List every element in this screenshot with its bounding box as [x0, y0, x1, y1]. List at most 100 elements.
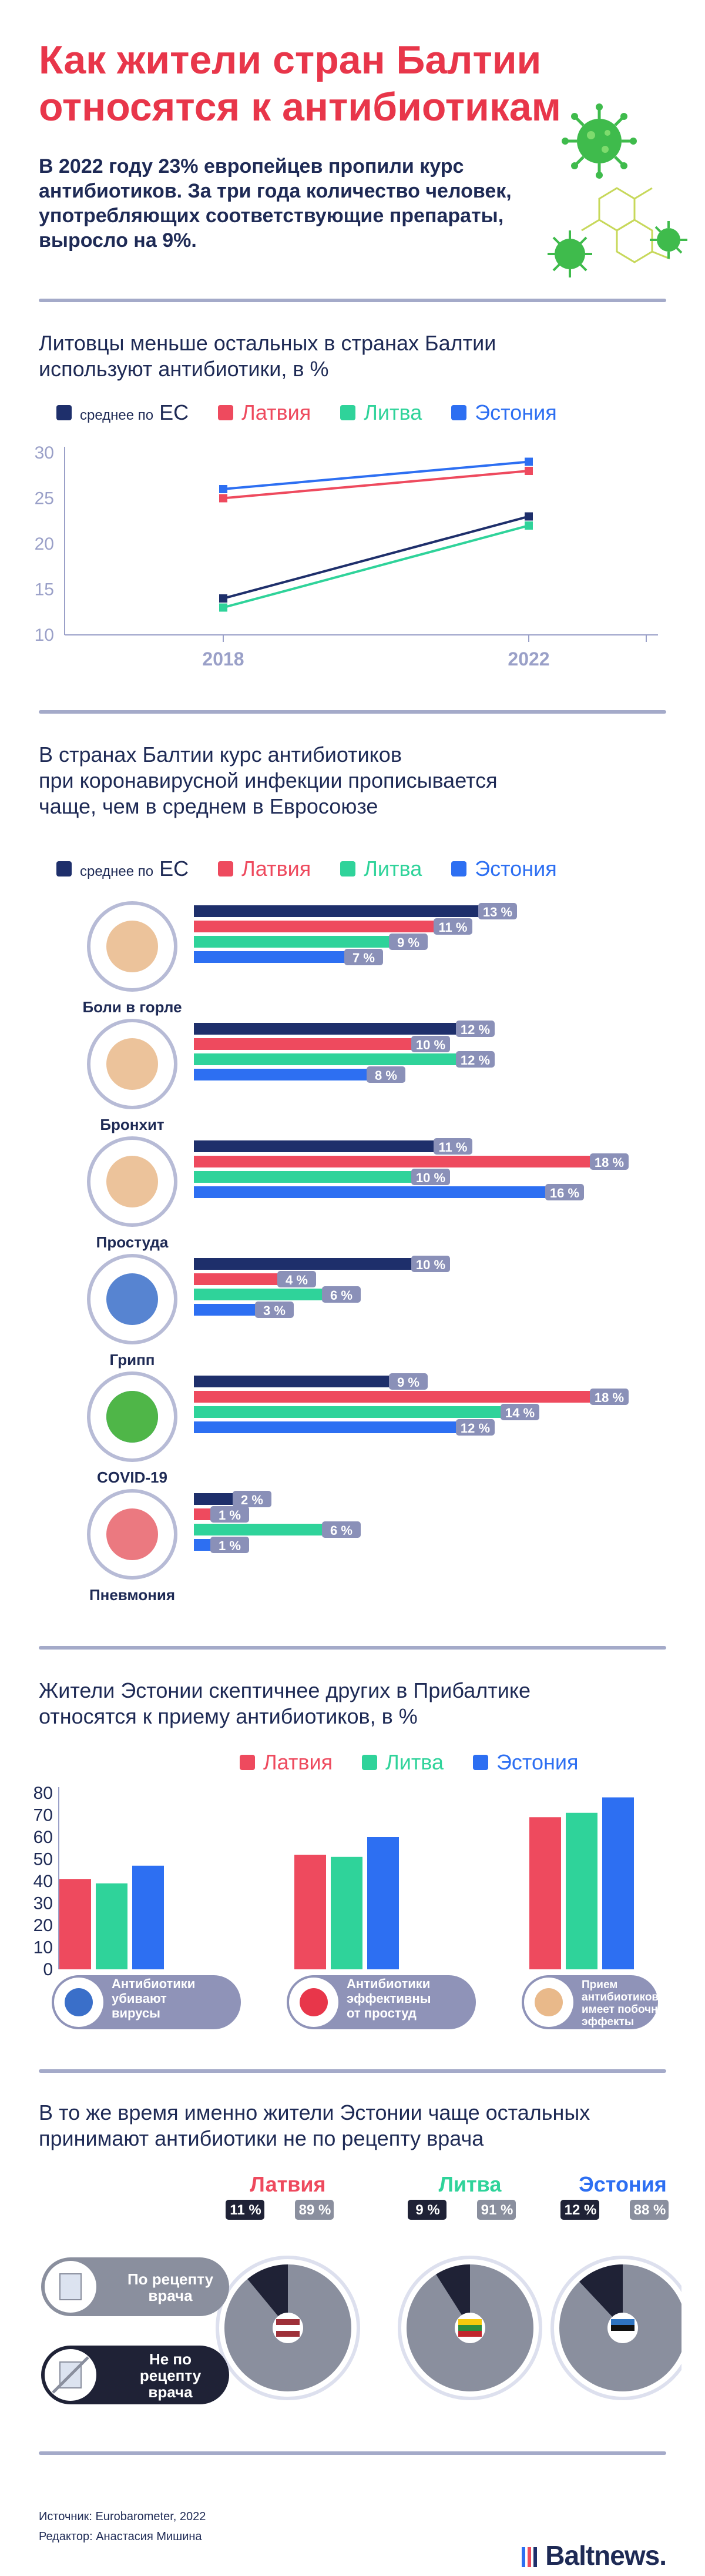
data-point: [525, 521, 533, 530]
legend2-item-lithuania: Литва: [340, 857, 422, 881]
value-label: 10 %: [416, 1257, 445, 1272]
y-tick-label: 10: [33, 1938, 53, 1958]
value-tag: [277, 1271, 316, 1287]
bar: [194, 1376, 395, 1387]
legend-item-estonia: Эстония: [451, 400, 557, 425]
pie-value-label: 91 %: [481, 2202, 513, 2218]
legend3-item-lithuania: Литва: [362, 1750, 444, 1775]
value-tag: [434, 1138, 472, 1155]
flag-stripe: [458, 2325, 482, 2331]
section1-title-line-1: Литовцы меньше остальных в странах Балти…: [39, 331, 496, 355]
value-tag: [210, 1537, 249, 1553]
line-chart-usage: 10 15 20 25 30 2018 2022: [35, 443, 658, 670]
value-label: 6 %: [330, 1523, 352, 1538]
section3-title: Жители Эстонии скептичнее других в Приба…: [39, 1678, 673, 1729]
section2-title: В странах Балтии курс антибиотиков при к…: [39, 742, 673, 819]
flag-stripe: [276, 2325, 300, 2331]
x-tick-label: 2022: [508, 648, 549, 670]
value-label: 9 %: [397, 1375, 419, 1390]
pie-value-tag: [630, 2200, 669, 2220]
value-tag: [411, 1036, 450, 1052]
virus-molecule-illustration: [548, 103, 687, 277]
legend-item-lithuania: Литва: [340, 400, 422, 425]
illness-icon-fill-3: [106, 1273, 158, 1325]
value-tag: [545, 1184, 584, 1200]
y-tick-label: 30: [35, 443, 54, 463]
series-line: [223, 524, 529, 609]
section4-title: В то же время именно жители Эстонии чаще…: [39, 2100, 673, 2152]
legend-1: среднее по ЕС Латвия Литва Эстония: [56, 400, 667, 426]
bar: [194, 1140, 439, 1152]
value-tag: [322, 1286, 361, 1303]
legend-item-eu: среднее по ЕС: [56, 400, 189, 425]
value-tag: [233, 1491, 271, 1507]
value-label: 13 %: [483, 905, 512, 919]
pie-title: Эстония: [579, 2172, 667, 2196]
pie-value-label: 11 %: [230, 2202, 261, 2218]
bar: [194, 1186, 551, 1198]
section2-title-line-2: при коронавирусной инфекции прописываетс…: [39, 768, 498, 792]
data-point: [219, 603, 227, 612]
category-icon-fill: [300, 1988, 328, 2016]
bar: [194, 1171, 417, 1183]
illness-icon-fill-1: [106, 1038, 158, 1090]
category-label: Пневмония: [89, 1586, 175, 1604]
bar: [194, 1493, 239, 1505]
value-label: 18 %: [595, 1390, 624, 1405]
section1-title-line-2: используют антибиотики, в %: [39, 357, 329, 381]
category-label: Грипп: [109, 1351, 155, 1369]
bar: [194, 1421, 462, 1433]
flag-stripe: [458, 2319, 482, 2325]
pie-slice-no-prescription: [436, 2264, 470, 2328]
legend-label: врача: [148, 2287, 193, 2304]
value-tag: [411, 1169, 450, 1185]
y-tick-label: 40: [33, 1872, 53, 1891]
legend-label: Не по: [149, 2350, 192, 2368]
footer-editor: Редактор: Анастасия Мишина: [39, 2530, 202, 2543]
y-tick-label: 15: [35, 580, 54, 600]
bar: [194, 1156, 596, 1167]
bar: [331, 1856, 362, 1969]
pie-value-label: 88 %: [634, 2202, 666, 2218]
category-label: Бронхит: [100, 1116, 164, 1133]
series-line: [223, 470, 529, 500]
category-label: Боли в горле: [82, 998, 182, 1016]
bar: [294, 1855, 326, 1969]
molecule-icon: [581, 187, 670, 263]
flag-stripe: [611, 2325, 634, 2331]
value-label: 10 %: [416, 1170, 445, 1185]
bar: [194, 1053, 462, 1065]
title-line-1: Как жители стран Балтии: [39, 38, 542, 82]
category-label: COVID-19: [97, 1468, 167, 1486]
divider-5: [39, 2451, 666, 2455]
legend-item-latvia: Латвия: [218, 400, 311, 425]
flag-stripe: [276, 2331, 300, 2337]
section4-title-line-1: В то же время именно жители Эстонии чаще…: [39, 2100, 590, 2125]
bar: [194, 936, 395, 948]
flag-stripe: [458, 2331, 482, 2337]
legend-label: врача: [148, 2383, 193, 2401]
covid-virus-shape: [106, 1391, 158, 1443]
value-tag: [590, 1389, 629, 1405]
bar: [566, 1812, 597, 1969]
pie-title: Литва: [439, 2172, 502, 2196]
footer-source: Источник: Eurobarometer, 2022: [39, 2510, 206, 2523]
section3-title-line-2: относятся к приему антибиотиков, в %: [39, 1704, 418, 1728]
bar: [96, 1883, 127, 1969]
value-label: 9 %: [397, 935, 419, 950]
pie-value-tag: [408, 2200, 446, 2220]
page-title: Как жители стран Балтии относятся к анти…: [39, 36, 626, 131]
legend-label: По рецепту: [127, 2270, 214, 2288]
pie-value-label: 12 %: [565, 2202, 597, 2218]
data-point: [525, 467, 533, 475]
title-line-2: относятся к антибиотикам: [39, 85, 561, 129]
value-tag: [456, 1021, 495, 1037]
value-tag: [478, 903, 517, 919]
y-tick-label: 0: [43, 1960, 53, 1979]
y-tick-label: 30: [33, 1894, 53, 1913]
y-tick-label: 80: [33, 1784, 53, 1803]
category-label: убивают: [112, 1991, 167, 2006]
pie-value-tag: [477, 2200, 516, 2220]
legend2-item-estonia: Эстония: [451, 857, 557, 881]
legend2-item-latvia: Латвия: [218, 857, 311, 881]
